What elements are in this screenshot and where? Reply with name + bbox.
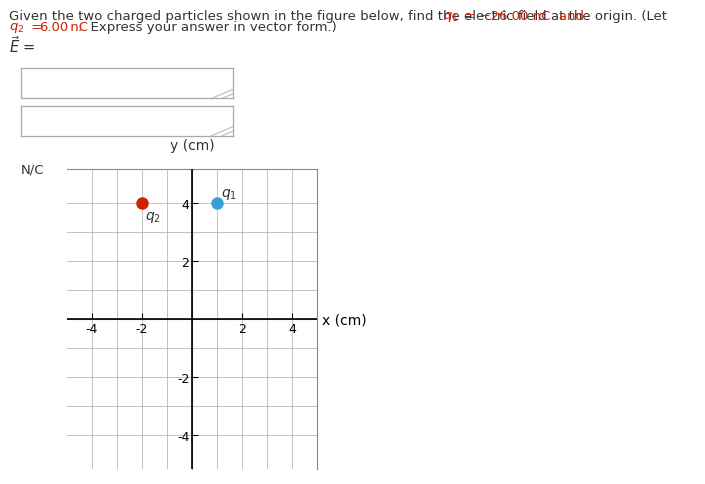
Text: $q_1$: $q_1$ (443, 10, 459, 24)
Text: $q_2$: $q_2$ (145, 210, 161, 225)
Text: $q_1$: $q_1$ (221, 187, 237, 202)
Text: $q_2$: $q_2$ (9, 21, 25, 35)
Text: y (cm): y (cm) (170, 138, 214, 152)
Text: = −26.00 nC  and: = −26.00 nC and (460, 10, 584, 23)
Text: N/C: N/C (21, 163, 44, 176)
Text: x (cm): x (cm) (322, 313, 367, 326)
Text: .  Express your answer in vector form.): . Express your answer in vector form.) (78, 21, 336, 34)
Text: Given the two charged particles shown in the figure below, find the electric fie: Given the two charged particles shown in… (9, 10, 675, 23)
Text: nC: nC (66, 21, 87, 34)
Text: 6.00: 6.00 (39, 21, 68, 34)
Text: =: = (27, 21, 47, 34)
Text: $\vec{E}$ =: $\vec{E}$ = (9, 35, 36, 56)
